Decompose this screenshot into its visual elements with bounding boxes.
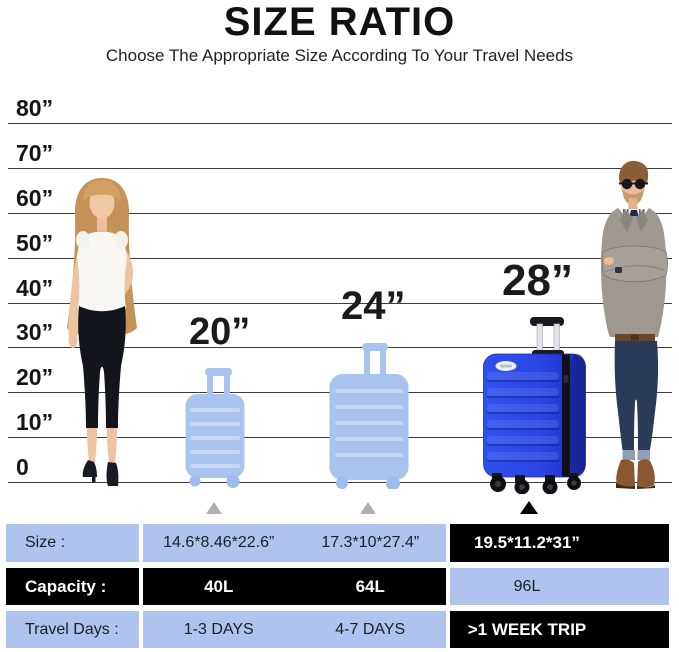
height-comparison-chart: 80” 70” 60” 50” 40” 30” 20” 10” 0 [8, 95, 672, 514]
suitcase-wheels [336, 476, 400, 489]
y-tick-label: 80” [16, 95, 54, 121]
gridline-80in: 80” [8, 95, 672, 124]
row-label-travel-days: Travel Days : [6, 611, 139, 648]
page-subtitle: Choose The Appropriate Size According To… [105, 46, 574, 65]
zipper-strip [562, 354, 570, 477]
man-photo [600, 160, 668, 489]
size-value-20in: 14.6*8.46*22.6” [163, 534, 275, 551]
gridline-40in: 40” [8, 275, 672, 304]
capacity-values-cell: 40L 64L [143, 568, 446, 605]
size-value-24in: 17.3*10*27.4” [321, 534, 420, 551]
page-title: SIZE RATIO [223, 0, 456, 44]
row-label-capacity: Capacity : [6, 568, 139, 605]
size-label-24in: 24” [341, 284, 406, 328]
gridline-60in: 60” [8, 185, 672, 214]
y-tick-label: 30” [16, 319, 54, 345]
table-row-travel-days: Travel Days : 1-3 DAYS 4-7 DAYS >1 WEEK … [6, 611, 669, 648]
suitcase-24in-silhouette [329, 343, 409, 489]
y-tick-label: 40” [16, 275, 54, 301]
size-comparison-table: Size : 14.6*8.46*22.6” 17.3*10*27.4” 19.… [6, 524, 669, 648]
row-label-size: Size : [6, 524, 139, 562]
marker-triangle-20in [206, 502, 222, 514]
y-tick-label: 20” [16, 364, 54, 390]
marker-triangle-28in [520, 501, 538, 514]
spinner-wheels [490, 473, 581, 494]
capacity-value-24in: 64L [355, 576, 385, 596]
y-tick-label: 10” [16, 409, 54, 435]
travel-days-values-cell: 1-3 DAYS 4-7 DAYS [143, 611, 446, 648]
gridline-50in: 50” [8, 230, 672, 259]
capacity-value-20in: 40L [204, 576, 234, 596]
y-tick-label: 70” [16, 140, 54, 166]
suitcase-28in-photo [483, 317, 586, 494]
y-tick-label: 60” [16, 185, 54, 211]
suitcase-wheels [189, 475, 240, 488]
suitcase-20in-silhouette [185, 368, 245, 488]
y-tick-label: 50” [16, 230, 54, 256]
table-row-capacity: Capacity : 40L 64L 96L [6, 568, 669, 605]
size-label-20in: 20” [189, 311, 251, 353]
travel-days-value-28in: >1 WEEK TRIP [450, 611, 669, 648]
marker-triangle-24in [360, 502, 376, 514]
y-tick-label: 0 [16, 454, 29, 480]
sunglasses-icon [619, 178, 648, 190]
table-row-size: Size : 14.6*8.46*22.6” 17.3*10*27.4” 19.… [6, 524, 669, 562]
size-value-28in: 19.5*11.2*31” [450, 524, 669, 562]
woman-photo [67, 178, 137, 486]
gridline-30in: 30” [8, 319, 672, 348]
gridline-70in: 70” [8, 140, 672, 169]
size-values-cell: 14.6*8.46*22.6” 17.3*10*27.4” [143, 524, 446, 562]
size-label-28in: 28” [502, 256, 573, 305]
capacity-value-28in: 96L [450, 568, 669, 605]
travel-days-value-20in: 1-3 DAYS [183, 620, 254, 638]
travel-days-value-24in: 4-7 DAYS [335, 620, 406, 638]
ribbed-texture [487, 372, 559, 462]
